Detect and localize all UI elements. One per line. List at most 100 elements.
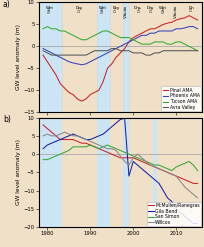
San Simon	[153, 164, 156, 166]
Willcox	[128, 164, 130, 166]
Pinal AMA	[196, 19, 199, 21]
Phoenix AMA	[128, 41, 130, 43]
Tucson AMA	[149, 43, 152, 46]
Phoenix AMA	[42, 47, 44, 50]
San Simon	[81, 145, 83, 148]
Pinal AMA	[123, 47, 126, 50]
Tucson AMA	[136, 41, 139, 43]
Gila Bend	[141, 167, 143, 170]
Pinal AMA	[171, 21, 173, 24]
Willcox	[119, 154, 122, 157]
Gila Bend	[85, 138, 87, 141]
Tucson AMA	[123, 36, 126, 39]
Phoenix AMA	[192, 25, 195, 28]
Pinal AMA	[76, 98, 79, 101]
Tucson AMA	[98, 32, 100, 35]
Willcox	[106, 147, 109, 150]
Phoenix AMA	[141, 34, 143, 37]
Tucson AMA	[145, 43, 147, 46]
Willcox	[42, 134, 44, 137]
Phoenix AMA	[179, 27, 182, 30]
Avra Valley	[115, 47, 117, 50]
Willcox	[93, 142, 96, 145]
Bar	[97, 2, 110, 112]
Phoenix AMA	[196, 27, 199, 30]
Line: Pinal AMA: Pinal AMA	[43, 16, 198, 101]
Pinal AMA	[128, 41, 130, 43]
Pinal AMA	[63, 86, 66, 89]
San Simon	[175, 165, 177, 168]
Pinal AMA	[166, 21, 169, 24]
Text: Dry: Dry	[112, 6, 120, 10]
Willcox	[184, 185, 186, 188]
Pinal AMA	[158, 25, 160, 28]
Tucson AMA	[63, 29, 66, 32]
Avra Valley	[68, 54, 70, 57]
Phoenix AMA	[93, 58, 96, 61]
McMullen/Ranegras	[162, 169, 165, 172]
McMullen/Ranegras	[106, 151, 109, 154]
Phoenix AMA	[188, 25, 190, 28]
Willcox	[50, 134, 53, 137]
Avra Valley	[153, 51, 156, 54]
McMullen/Ranegras	[81, 142, 83, 145]
Avra Valley	[50, 54, 53, 57]
Avra Valley	[85, 54, 87, 57]
Avra Valley	[89, 51, 92, 54]
Gila Bend	[166, 197, 169, 200]
Pinal AMA	[175, 19, 177, 21]
Pinal AMA	[72, 93, 74, 96]
Tucson AMA	[76, 36, 79, 39]
Tucson AMA	[81, 38, 83, 41]
San Simon	[196, 169, 199, 172]
Willcox	[166, 171, 169, 174]
Tucson AMA	[162, 41, 165, 43]
Avra Valley	[175, 49, 177, 52]
Text: Va. to: Va. to	[123, 5, 128, 15]
Phoenix AMA	[72, 62, 74, 64]
Willcox	[179, 180, 182, 183]
Tucson AMA	[106, 29, 109, 32]
Avra Valley	[76, 54, 79, 57]
Willcox	[149, 164, 152, 166]
McMullen/Ranegras	[192, 182, 195, 185]
Gila Bend	[179, 211, 182, 214]
Phoenix AMA	[55, 54, 57, 57]
Pinal AMA	[85, 98, 87, 101]
Pinal AMA	[149, 27, 152, 30]
McMullen/Ranegras	[119, 156, 122, 159]
Gila Bend	[119, 118, 122, 121]
Bar	[123, 2, 129, 112]
Avra Valley	[119, 49, 122, 52]
Pinal AMA	[50, 67, 53, 70]
Phoenix AMA	[59, 56, 61, 59]
Line: Phoenix AMA: Phoenix AMA	[43, 27, 198, 65]
San Simon	[149, 162, 152, 165]
Phoenix AMA	[63, 58, 66, 61]
Avra Valley	[196, 49, 199, 52]
Text: Dry: Dry	[76, 6, 83, 10]
Avra Valley	[166, 49, 169, 52]
Line: Tucson AMA: Tucson AMA	[43, 27, 198, 51]
Avra Valley	[106, 49, 109, 52]
Avra Valley	[145, 54, 147, 57]
Phoenix AMA	[85, 62, 87, 65]
McMullen/Ranegras	[145, 162, 147, 165]
Tucson AMA	[102, 29, 104, 32]
Avra Valley	[93, 49, 96, 52]
San Simon	[106, 144, 109, 146]
Willcox	[85, 138, 87, 141]
McMullen/Ranegras	[72, 138, 74, 141]
San Simon	[123, 151, 126, 154]
Pinal AMA	[102, 80, 104, 83]
McMullen/Ranegras	[171, 173, 173, 176]
Tucson AMA	[196, 49, 199, 52]
McMullen/Ranegras	[115, 154, 117, 157]
McMullen/Ranegras	[184, 178, 186, 181]
Phoenix AMA	[89, 60, 92, 63]
San Simon	[50, 156, 53, 159]
Tucson AMA	[153, 41, 156, 43]
Phoenix AMA	[68, 60, 70, 63]
Avra Valley	[192, 49, 195, 52]
Willcox	[153, 165, 156, 168]
